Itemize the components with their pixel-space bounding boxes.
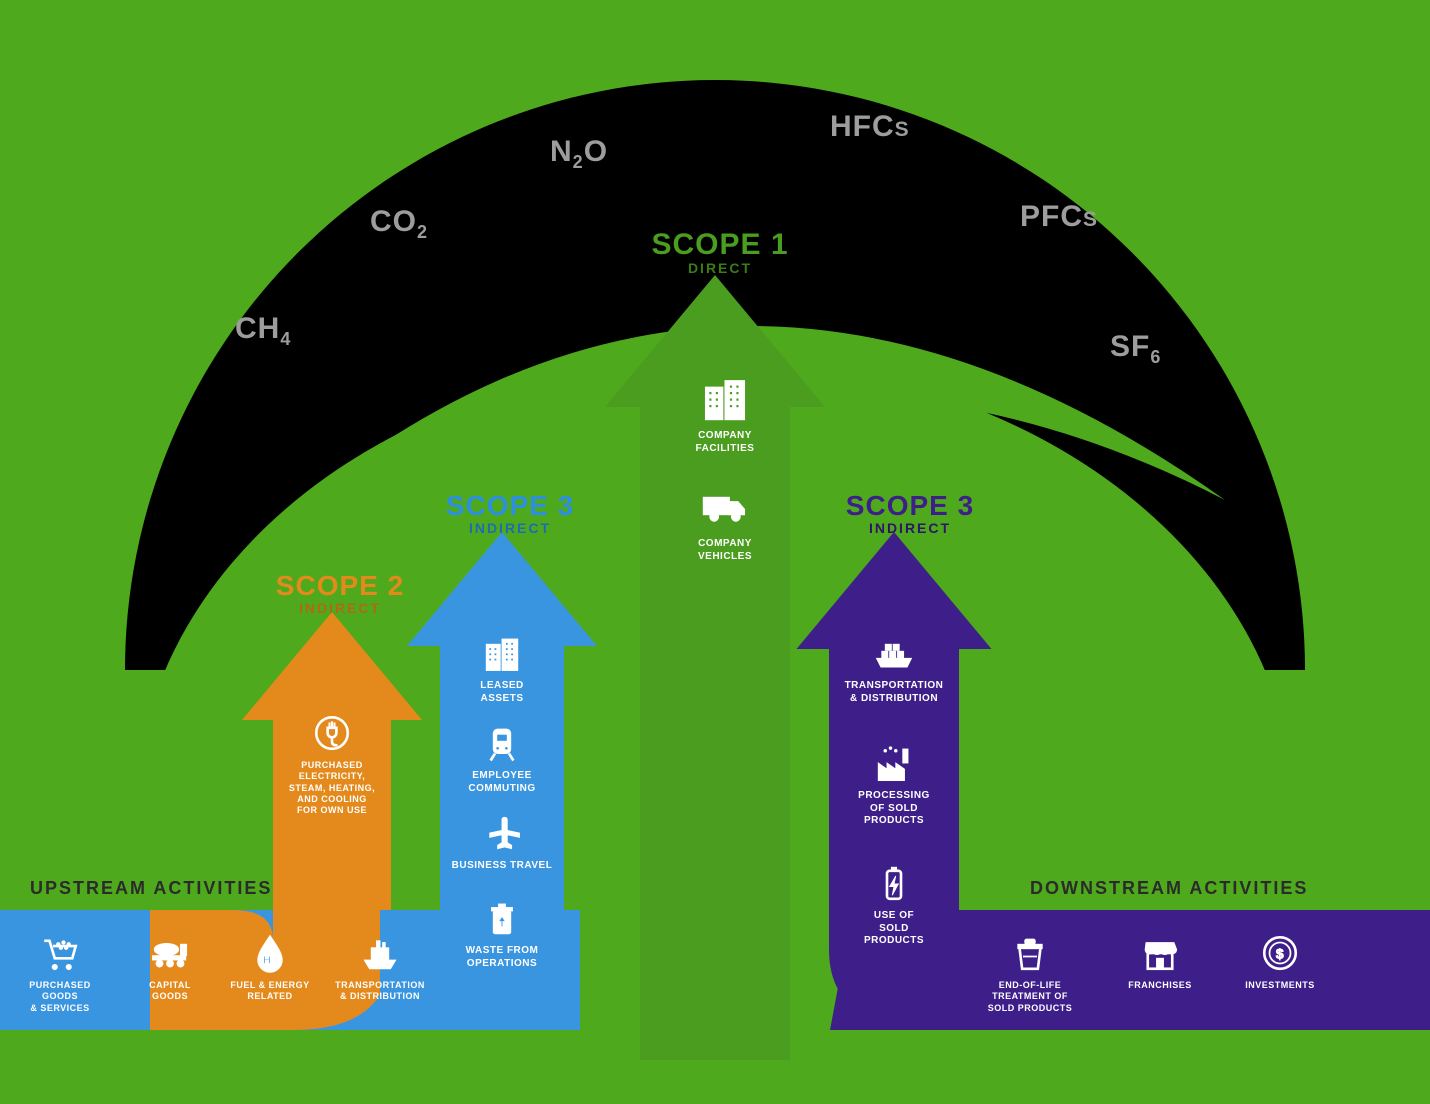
item-label: BUSINESS TRAVEL: [442, 860, 562, 873]
item-label: EMPLOYEECOMMUTING: [442, 770, 562, 795]
item-label: TRANSPORTATION& DISTRIBUTION: [834, 680, 954, 705]
item-label: INVESTMENTS: [1220, 980, 1340, 991]
scope2-title-text: SCOPE 2: [260, 570, 420, 602]
item-transport-dist-down: TRANSPORTATION& DISTRIBUTION: [834, 630, 954, 705]
svg-text:H₂: H₂: [263, 955, 277, 967]
scope1-subtitle: DIRECT: [640, 260, 800, 276]
item-leased-assets: LEASEDASSETS: [442, 630, 562, 705]
cup-icon: [970, 930, 1090, 976]
scope3-upstream-title-text: SCOPE 3: [430, 490, 590, 522]
truck-icon: [655, 478, 795, 534]
item-franchises: FRANCHISES: [1100, 930, 1220, 991]
recycle-bin-icon: [442, 895, 562, 941]
item-waste-operations: WASTE FROMOPERATIONS: [442, 895, 562, 970]
gas-ch4: CH4: [235, 312, 291, 350]
svg-text:$: $: [1276, 945, 1284, 961]
item-purchased-goods: PURCHASEDGOODS& SERVICES: [0, 930, 120, 1014]
item-label: COMPANYVEHICLES: [655, 538, 795, 563]
item-company-vehicles: COMPANYVEHICLES: [655, 478, 795, 563]
scope3-upstream-title: SCOPE 3INDIRECT: [430, 490, 590, 536]
item-fuel-energy: H₂ FUEL & ENERGYRELATED: [210, 930, 330, 1003]
factory-icon: [834, 740, 954, 786]
gas-n2o: N2O: [550, 135, 608, 173]
item-label: PURCHASEDGOODS& SERVICES: [0, 980, 120, 1014]
h2drop-icon: H₂: [210, 930, 330, 976]
item-label: LEASEDASSETS: [442, 680, 562, 705]
ghg-scopes-infographic: CH4CO2N2OHFCSPFCSSF6 SCOPE 1DIRECTSCOPE …: [0, 0, 1430, 1104]
item-eol-treatment: END-OF-LIFETREATMENT OFSOLD PRODUCTS: [970, 930, 1090, 1014]
upstream-label: UPSTREAM ACTIVITIES: [30, 878, 272, 899]
scope1-title-text: SCOPE 1: [640, 228, 800, 262]
ship-icon: [320, 930, 440, 976]
scope1-title: SCOPE 1DIRECT: [640, 228, 800, 276]
storefront-icon: [1100, 930, 1220, 976]
item-company-facilities: COMPANYFACILITIES: [655, 370, 795, 455]
downstream-label: DOWNSTREAM ACTIVITIES: [1030, 878, 1308, 899]
item-investments: $ INVESTMENTS: [1220, 930, 1340, 991]
item-label: WASTE FROMOPERATIONS: [442, 945, 562, 970]
item-purchased-energy: PURCHASEDELECTRICITY,STEAM, HEATING,AND …: [272, 710, 392, 816]
item-use-sold: USE OFSOLDPRODUCTS: [834, 860, 954, 948]
cart-icon: [0, 930, 120, 976]
item-label: END-OF-LIFETREATMENT OFSOLD PRODUCTS: [970, 980, 1090, 1014]
item-label: USE OFSOLDPRODUCTS: [834, 910, 954, 948]
buildings-icon: [442, 630, 562, 676]
item-label: PROCESSINGOF SOLDPRODUCTS: [834, 790, 954, 828]
item-processing-sold: PROCESSINGOF SOLDPRODUCTS: [834, 740, 954, 828]
item-label: FRANCHISES: [1100, 980, 1220, 991]
scope3-upstream-subtitle: INDIRECT: [430, 520, 590, 536]
item-employee-commuting: EMPLOYEECOMMUTING: [442, 720, 562, 795]
item-label: TRANSPORTATION& DISTRIBUTION: [320, 980, 440, 1003]
item-business-travel: BUSINESS TRAVEL: [442, 810, 562, 873]
scope2-title: SCOPE 2INDIRECT: [260, 570, 420, 616]
plane-icon: [442, 810, 562, 856]
container-ship-icon: [834, 630, 954, 676]
gas-pfcs: PFCS: [1020, 200, 1098, 234]
scope3-downstream-title-text: SCOPE 3: [830, 490, 990, 522]
gas-sf6: SF6: [1110, 330, 1161, 368]
buildings-icon: [655, 370, 795, 426]
train-icon: [442, 720, 562, 766]
scope3-downstream-title: SCOPE 3INDIRECT: [830, 490, 990, 536]
scope2-subtitle: INDIRECT: [260, 600, 420, 616]
battery-icon: [834, 860, 954, 906]
item-label: PURCHASEDELECTRICITY,STEAM, HEATING,AND …: [272, 760, 392, 816]
gas-co2: CO2: [370, 205, 428, 243]
gas-hfcs: HFCS: [830, 110, 910, 144]
coin-icon: $: [1220, 930, 1340, 976]
scope3-downstream-subtitle: INDIRECT: [830, 520, 990, 536]
item-label: FUEL & ENERGYRELATED: [210, 980, 330, 1003]
plug-circle-icon: [272, 710, 392, 756]
item-label: COMPANYFACILITIES: [655, 430, 795, 455]
item-transport-dist-up: TRANSPORTATION& DISTRIBUTION: [320, 930, 440, 1003]
